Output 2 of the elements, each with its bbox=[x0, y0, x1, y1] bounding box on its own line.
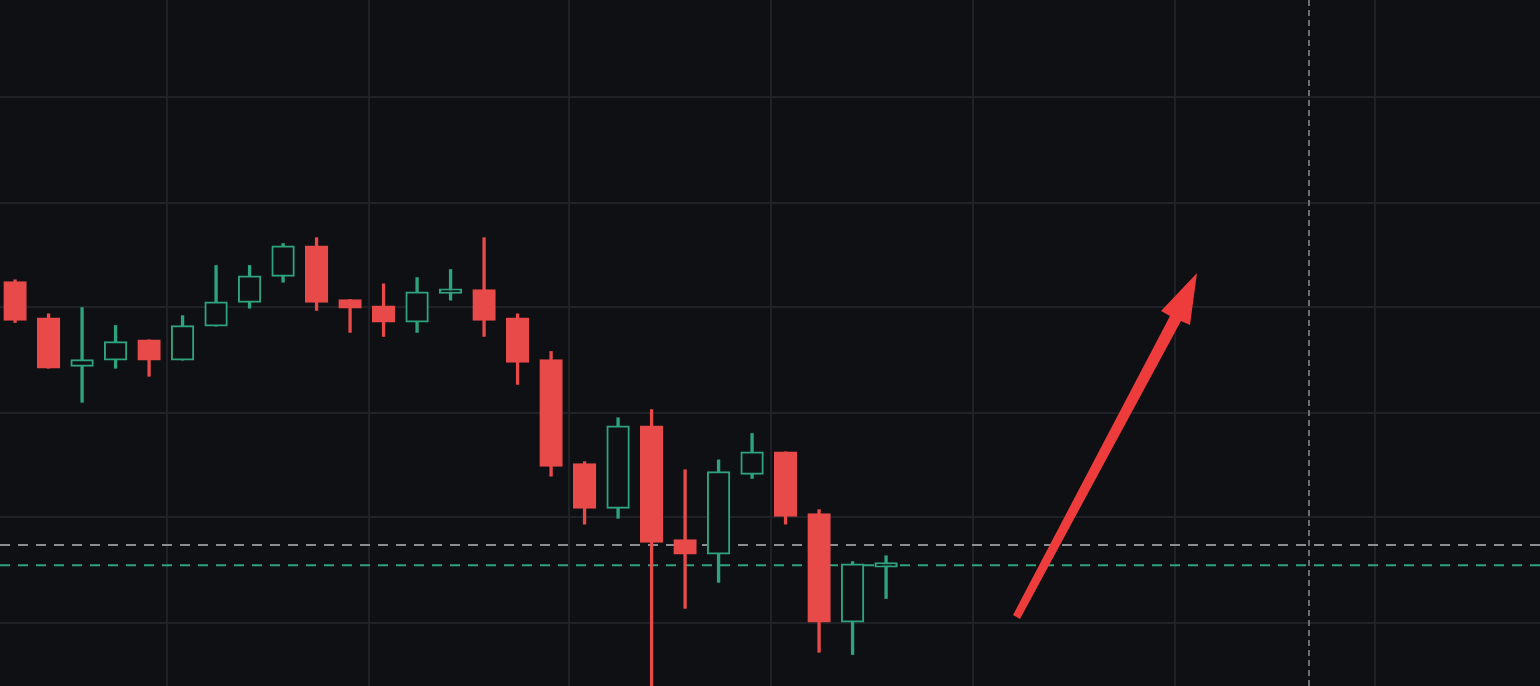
candlestick bbox=[673, 469, 697, 609]
candlestick bbox=[70, 307, 94, 403]
